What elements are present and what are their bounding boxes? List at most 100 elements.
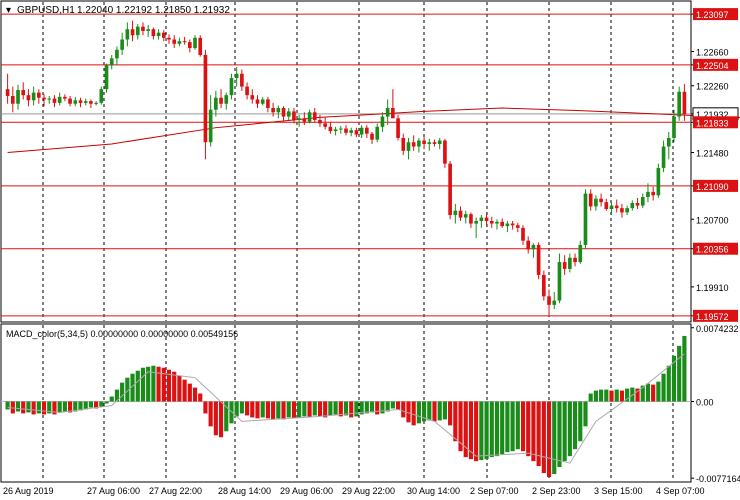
candle-body: [281, 108, 286, 117]
macd-bar: [557, 401, 562, 468]
candle-body: [21, 90, 26, 96]
candle-body: [359, 127, 364, 135]
macd-bar: [338, 401, 343, 417]
candle-body: [219, 97, 223, 104]
macd-bar: [224, 401, 229, 432]
macd-bar: [578, 401, 583, 442]
macd-bar: [265, 401, 270, 419]
macd-bar: [73, 401, 78, 412]
candle-body: [146, 29, 150, 31]
macd-bar: [541, 401, 546, 474]
candle-body: [620, 208, 624, 213]
macd-bar: [104, 401, 109, 404]
candle-body: [333, 129, 338, 132]
time-axis-label: 29 Aug 22:00: [342, 486, 395, 496]
macd-bar: [546, 401, 552, 478]
price-tick-label: 1.22504: [696, 61, 729, 71]
price-level-tag: [693, 8, 738, 21]
candle-body: [161, 32, 166, 38]
candle-body: [432, 142, 437, 144]
macd-bar: [645, 383, 651, 402]
macd-bar: [187, 383, 192, 402]
macd-bar: [203, 401, 208, 414]
price-level-tag: [693, 58, 738, 71]
candle-body: [427, 142, 432, 144]
price-tick-label: 1.21480: [696, 149, 729, 159]
macd-bar: [515, 401, 520, 450]
candle-body: [338, 128, 343, 130]
macd-bar: [619, 390, 625, 402]
candle-body: [635, 203, 640, 206]
candle-body: [547, 296, 551, 305]
candle-body: [656, 167, 661, 196]
candle-body: [73, 100, 78, 104]
candle-body: [63, 96, 67, 99]
macd-bar: [125, 377, 130, 402]
macd-bar: [494, 401, 500, 457]
macd-bar: [31, 401, 36, 415]
candle-body: [396, 118, 400, 138]
macd-bar: [593, 390, 598, 402]
macd-bar: [156, 366, 161, 402]
candle-body: [203, 54, 208, 143]
candle-body: [172, 39, 177, 44]
macd-bar: [15, 401, 21, 412]
macd-bar: [500, 401, 505, 455]
macd-bar: [609, 390, 614, 402]
candle-body: [630, 203, 635, 209]
price-level-tag: [693, 116, 738, 129]
macd-bar: [442, 401, 447, 420]
candle-body: [542, 274, 546, 297]
triangle-icon: ▾: [6, 5, 11, 16]
macd-bar: [354, 401, 359, 417]
time-axis-label: 4 Sep 07:00: [656, 486, 705, 496]
candle-body: [448, 163, 452, 215]
macd-bar: [375, 401, 380, 415]
macd-bar: [67, 401, 73, 413]
macd-bar: [369, 401, 375, 413]
macd-bar: [88, 401, 93, 408]
candle-body: [583, 193, 588, 245]
candle-body: [510, 223, 515, 226]
macd-bar: [625, 388, 630, 402]
price-level-tag: [693, 242, 738, 255]
macd-bar: [458, 401, 463, 452]
candle-body: [68, 98, 72, 104]
candle-body: [614, 205, 619, 209]
candle-body: [125, 29, 130, 40]
candle-body: [26, 95, 31, 101]
candle-body: [625, 208, 629, 213]
macd-bar: [255, 401, 260, 419]
price-level-tag: [693, 179, 738, 192]
candle-body: [167, 37, 171, 40]
macd-bar: [510, 401, 515, 452]
candle-body: [16, 90, 20, 104]
macd-bar: [474, 401, 479, 462]
macd-bar: [614, 389, 619, 402]
candle-body: [89, 101, 93, 104]
macd-bar: [385, 401, 390, 412]
price-tick-label: 1.20700: [696, 215, 729, 225]
candle-body: [245, 86, 249, 96]
macd-bar: [682, 335, 687, 402]
price-tick-label: 1.22660: [696, 48, 729, 58]
price-tick-label: 1.22260: [696, 82, 729, 92]
macd-indicator-label: MACD_color(5,34,5) 0.00000000 0.00000000…: [6, 329, 238, 339]
candle-body: [214, 97, 218, 110]
macd-bar: [182, 379, 187, 402]
candle-body: [391, 108, 395, 119]
macd-bar: [78, 401, 83, 411]
macd-bar: [208, 401, 213, 427]
macd-bar: [536, 401, 541, 467]
candle-body: [599, 198, 603, 203]
macd-bar: [291, 401, 297, 419]
macd-tick-label: -0.0077164: [696, 474, 740, 484]
candle-body: [78, 100, 83, 103]
price-tick-label: 1.21932: [696, 110, 729, 120]
macd-bar: [468, 401, 474, 460]
macd-bar: [36, 401, 41, 414]
candle-body: [276, 108, 281, 113]
candle-body: [479, 217, 484, 221]
candle-body: [521, 227, 525, 241]
